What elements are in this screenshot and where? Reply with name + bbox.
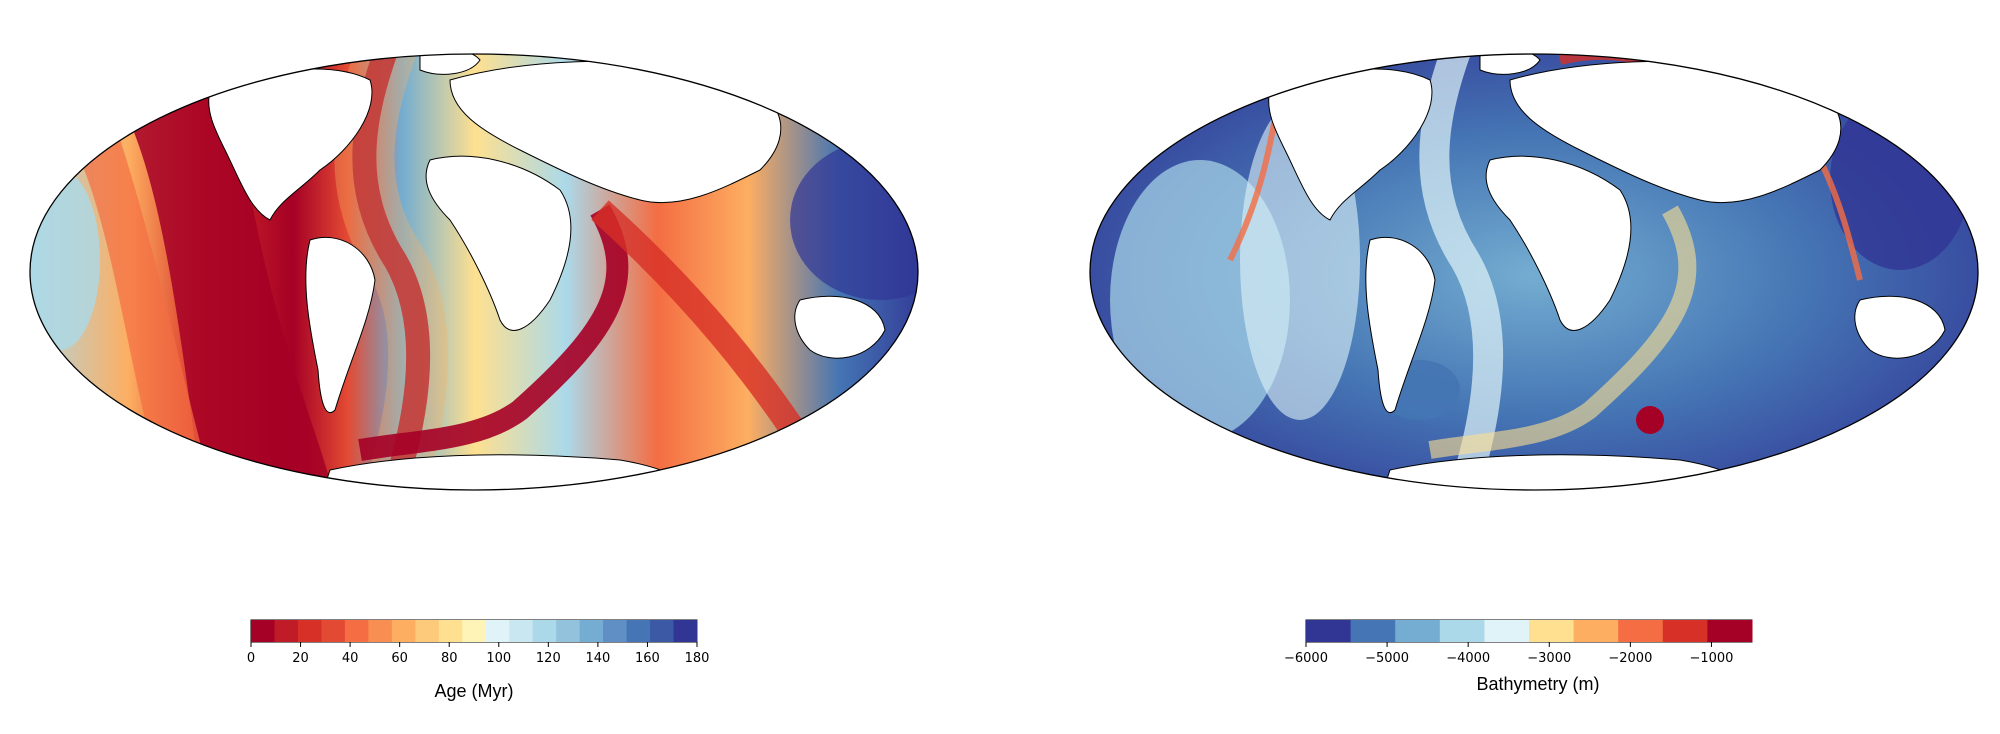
age-colorbar: 0 20 40 60 80 100 120 140 160 180 Age (Myr) <box>247 619 710 701</box>
colorbar-tick-label: −5000 <box>1365 651 1409 666</box>
north-america <box>1268 68 1433 221</box>
colorbar-segment <box>274 620 299 642</box>
colorbar-segment <box>650 620 675 642</box>
colorbar-segment <box>1529 620 1575 642</box>
colorbar-tick-label: −3000 <box>1527 651 1571 666</box>
colorbar-tick-label: 140 <box>585 651 610 666</box>
age-map-figure: 0 20 40 60 80 100 120 140 160 180 Age (Myr) <box>29 53 919 701</box>
colorbar-segment <box>462 620 487 642</box>
colorbar-tick-label: 180 <box>685 651 710 666</box>
colorbar-segments <box>1306 620 1753 642</box>
colorbar-tick-label: −2000 <box>1608 651 1652 666</box>
colorbar-tick-label: 120 <box>536 651 561 666</box>
colorbar-tick-label: 80 <box>441 651 458 666</box>
colorbar-ticks: 0 20 40 60 80 100 120 140 160 180 <box>247 642 710 666</box>
australia <box>794 295 886 359</box>
colorbar-label: Bathymetry (m) <box>1476 674 1599 694</box>
age-map-panel: 0 20 40 60 80 100 120 140 160 180 Age (Myr) <box>29 53 919 701</box>
map-boundary <box>29 53 919 491</box>
colorbar-segment <box>1707 620 1753 642</box>
colorbar-segments <box>251 620 698 642</box>
colorbar-segment <box>321 620 346 642</box>
colorbar-segment <box>1395 620 1441 642</box>
colorbar-ticks: −6000 −5000 −4000 −3000 −2000 −1000 <box>1284 642 1733 666</box>
colorbar-segment <box>485 620 510 642</box>
bathymetry-colorbar: −6000 −5000 −4000 −3000 −2000 −1000 Bathymetr… <box>1284 619 1753 694</box>
colorbar-segment <box>1484 620 1530 642</box>
colorbar-tick-label: 20 <box>292 651 309 666</box>
age-map-ocean <box>30 54 918 490</box>
colorbar-segment <box>626 620 651 642</box>
africa <box>425 155 572 331</box>
colorbar-segment <box>579 620 604 642</box>
colorbar-segment <box>344 620 369 642</box>
colorbar-segment <box>297 620 322 642</box>
colorbar-segment <box>1662 620 1708 642</box>
colorbar-segment <box>438 620 463 642</box>
colorbar-segment <box>1618 620 1664 642</box>
colorbar-segment <box>415 620 440 642</box>
bathymetry-map-ocean <box>1090 54 1978 490</box>
colorbar-segment <box>1306 620 1352 642</box>
north-america <box>208 68 373 221</box>
south-america <box>305 236 376 413</box>
colorbar-tick-label: 100 <box>486 651 511 666</box>
colorbar-segment <box>1573 620 1619 642</box>
colorbar-tick-label: 0 <box>247 651 255 666</box>
colorbar-tick-label: 40 <box>342 651 359 666</box>
colorbar-segment <box>556 620 581 642</box>
colorbar-segment <box>509 620 534 642</box>
africa <box>1485 155 1632 331</box>
colorbar-tick-label: −4000 <box>1446 651 1490 666</box>
colorbar-segment <box>1439 620 1485 642</box>
colorbar-segment <box>673 620 698 642</box>
colorbar-segment <box>1350 620 1396 642</box>
colorbar-segment <box>532 620 557 642</box>
colorbar-tick-label: −1000 <box>1689 651 1733 666</box>
colorbar-segment <box>391 620 416 642</box>
south-america <box>1365 236 1436 413</box>
colorbar-label: Age (Myr) <box>434 681 513 701</box>
bathymetry-map-figure: −6000 −5000 −4000 −3000 −2000 −1000 Bathymetr… <box>1089 53 1979 694</box>
bathymetry-map-panel: −6000 −5000 −4000 −3000 −2000 −1000 Bathymetr… <box>1000 0 2000 734</box>
colorbar-tick-label: 60 <box>391 651 408 666</box>
map-boundary <box>1089 53 1979 491</box>
colorbar-segment <box>251 620 275 642</box>
colorbar-segment <box>603 620 628 642</box>
australia <box>1854 295 1946 359</box>
colorbar-tick-label: 160 <box>635 651 660 666</box>
colorbar-tick-label: −6000 <box>1284 651 1328 666</box>
colorbar-segment <box>368 620 393 642</box>
